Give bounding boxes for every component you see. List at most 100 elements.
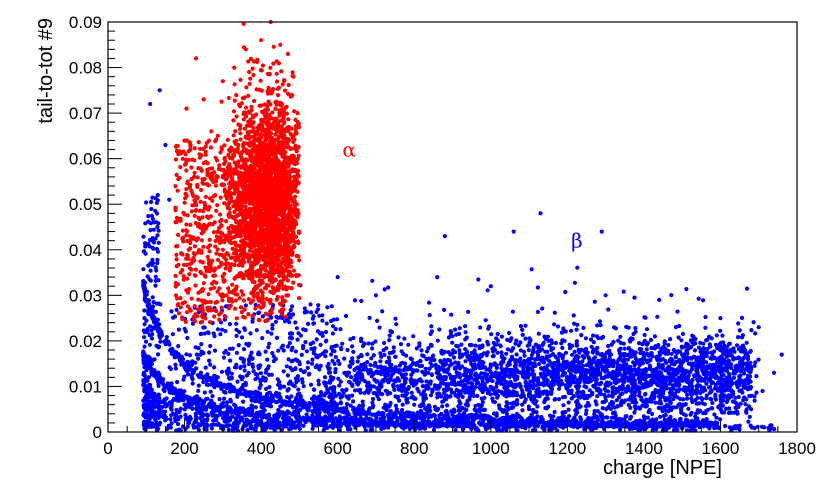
beta-point xyxy=(612,380,617,385)
beta-point xyxy=(450,340,455,345)
beta-point xyxy=(537,361,542,367)
beta-point xyxy=(153,424,158,429)
beta-point xyxy=(491,411,497,416)
beta-point xyxy=(352,388,358,393)
beta-point xyxy=(457,351,462,356)
beta-point xyxy=(642,377,648,382)
beta-point xyxy=(444,423,449,428)
beta-point xyxy=(533,421,538,426)
beta-point xyxy=(636,376,642,381)
beta-point xyxy=(351,349,356,354)
beta-point xyxy=(477,356,482,361)
beta-point xyxy=(382,425,387,431)
beta-point xyxy=(622,379,627,384)
beta-point xyxy=(145,401,150,406)
beta-point xyxy=(671,367,676,372)
beta-point xyxy=(652,334,658,339)
beta-series xyxy=(141,88,784,433)
beta-point xyxy=(641,414,647,419)
beta-point xyxy=(156,379,162,384)
beta-point xyxy=(214,378,219,383)
beta-point xyxy=(155,352,161,357)
beta-point xyxy=(596,361,601,366)
beta-point xyxy=(545,371,551,376)
beta-point xyxy=(575,265,580,270)
beta-point xyxy=(611,425,617,430)
beta-point xyxy=(504,404,509,409)
beta-point xyxy=(142,316,147,321)
beta-point xyxy=(400,360,405,365)
beta-point xyxy=(345,347,350,353)
beta-point xyxy=(553,340,559,346)
beta-point xyxy=(556,375,561,380)
beta-point xyxy=(594,414,600,419)
beta-point xyxy=(442,416,448,421)
beta-point xyxy=(437,327,442,332)
beta-point xyxy=(389,373,394,378)
beta-point xyxy=(742,367,748,372)
beta-point xyxy=(509,401,514,406)
beta-point xyxy=(736,335,741,340)
beta-point xyxy=(368,362,373,368)
beta-point xyxy=(759,424,765,429)
beta-point xyxy=(193,414,199,419)
beta-point xyxy=(148,278,153,283)
beta-point xyxy=(154,268,159,273)
beta-point xyxy=(382,340,387,346)
beta-point xyxy=(610,394,615,399)
beta-point xyxy=(753,360,758,365)
beta-point xyxy=(333,367,338,372)
beta-point xyxy=(741,384,746,389)
beta-point xyxy=(632,410,637,415)
beta-point xyxy=(720,390,725,395)
beta-point xyxy=(435,338,440,343)
beta-point xyxy=(572,415,577,420)
beta-point xyxy=(752,426,757,431)
beta-point xyxy=(566,400,571,405)
beta-point xyxy=(431,427,437,432)
beta-point xyxy=(223,390,228,395)
beta-point xyxy=(499,334,504,339)
beta-point xyxy=(146,415,151,420)
beta-point xyxy=(574,327,579,332)
beta-point xyxy=(662,417,667,422)
beta-point xyxy=(523,336,528,341)
beta-point xyxy=(142,396,147,401)
beta-point xyxy=(721,340,726,345)
beta-point xyxy=(272,413,277,418)
beta-point xyxy=(345,424,350,429)
beta-point xyxy=(203,412,208,417)
beta-point xyxy=(144,289,149,294)
beta-point xyxy=(540,425,545,430)
beta-point xyxy=(201,401,206,406)
beta-point xyxy=(143,427,148,432)
beta-point xyxy=(255,420,260,425)
beta-point xyxy=(633,329,638,334)
beta-point xyxy=(330,403,335,408)
beta-point xyxy=(704,369,709,374)
beta-point xyxy=(402,424,407,429)
beta-point xyxy=(189,362,195,367)
beta-point xyxy=(708,384,713,390)
beta-point xyxy=(226,427,231,432)
beta-point xyxy=(515,398,520,403)
beta-point xyxy=(726,371,732,377)
beta-point xyxy=(430,389,435,394)
beta-point xyxy=(590,420,595,425)
beta-point xyxy=(606,423,612,428)
beta-point xyxy=(326,416,331,421)
beta-point xyxy=(548,413,553,418)
beta-point xyxy=(617,371,622,376)
beta-point xyxy=(631,360,636,365)
beta-point xyxy=(536,376,541,381)
beta-point xyxy=(653,390,658,395)
beta-point xyxy=(166,424,172,429)
beta-point xyxy=(150,261,156,266)
beta-point xyxy=(643,392,648,397)
beta-point xyxy=(555,356,560,361)
beta-point xyxy=(156,228,161,233)
beta-point xyxy=(360,403,366,408)
beta-point xyxy=(150,358,155,363)
beta-point xyxy=(334,343,339,348)
beta-point xyxy=(525,365,530,370)
